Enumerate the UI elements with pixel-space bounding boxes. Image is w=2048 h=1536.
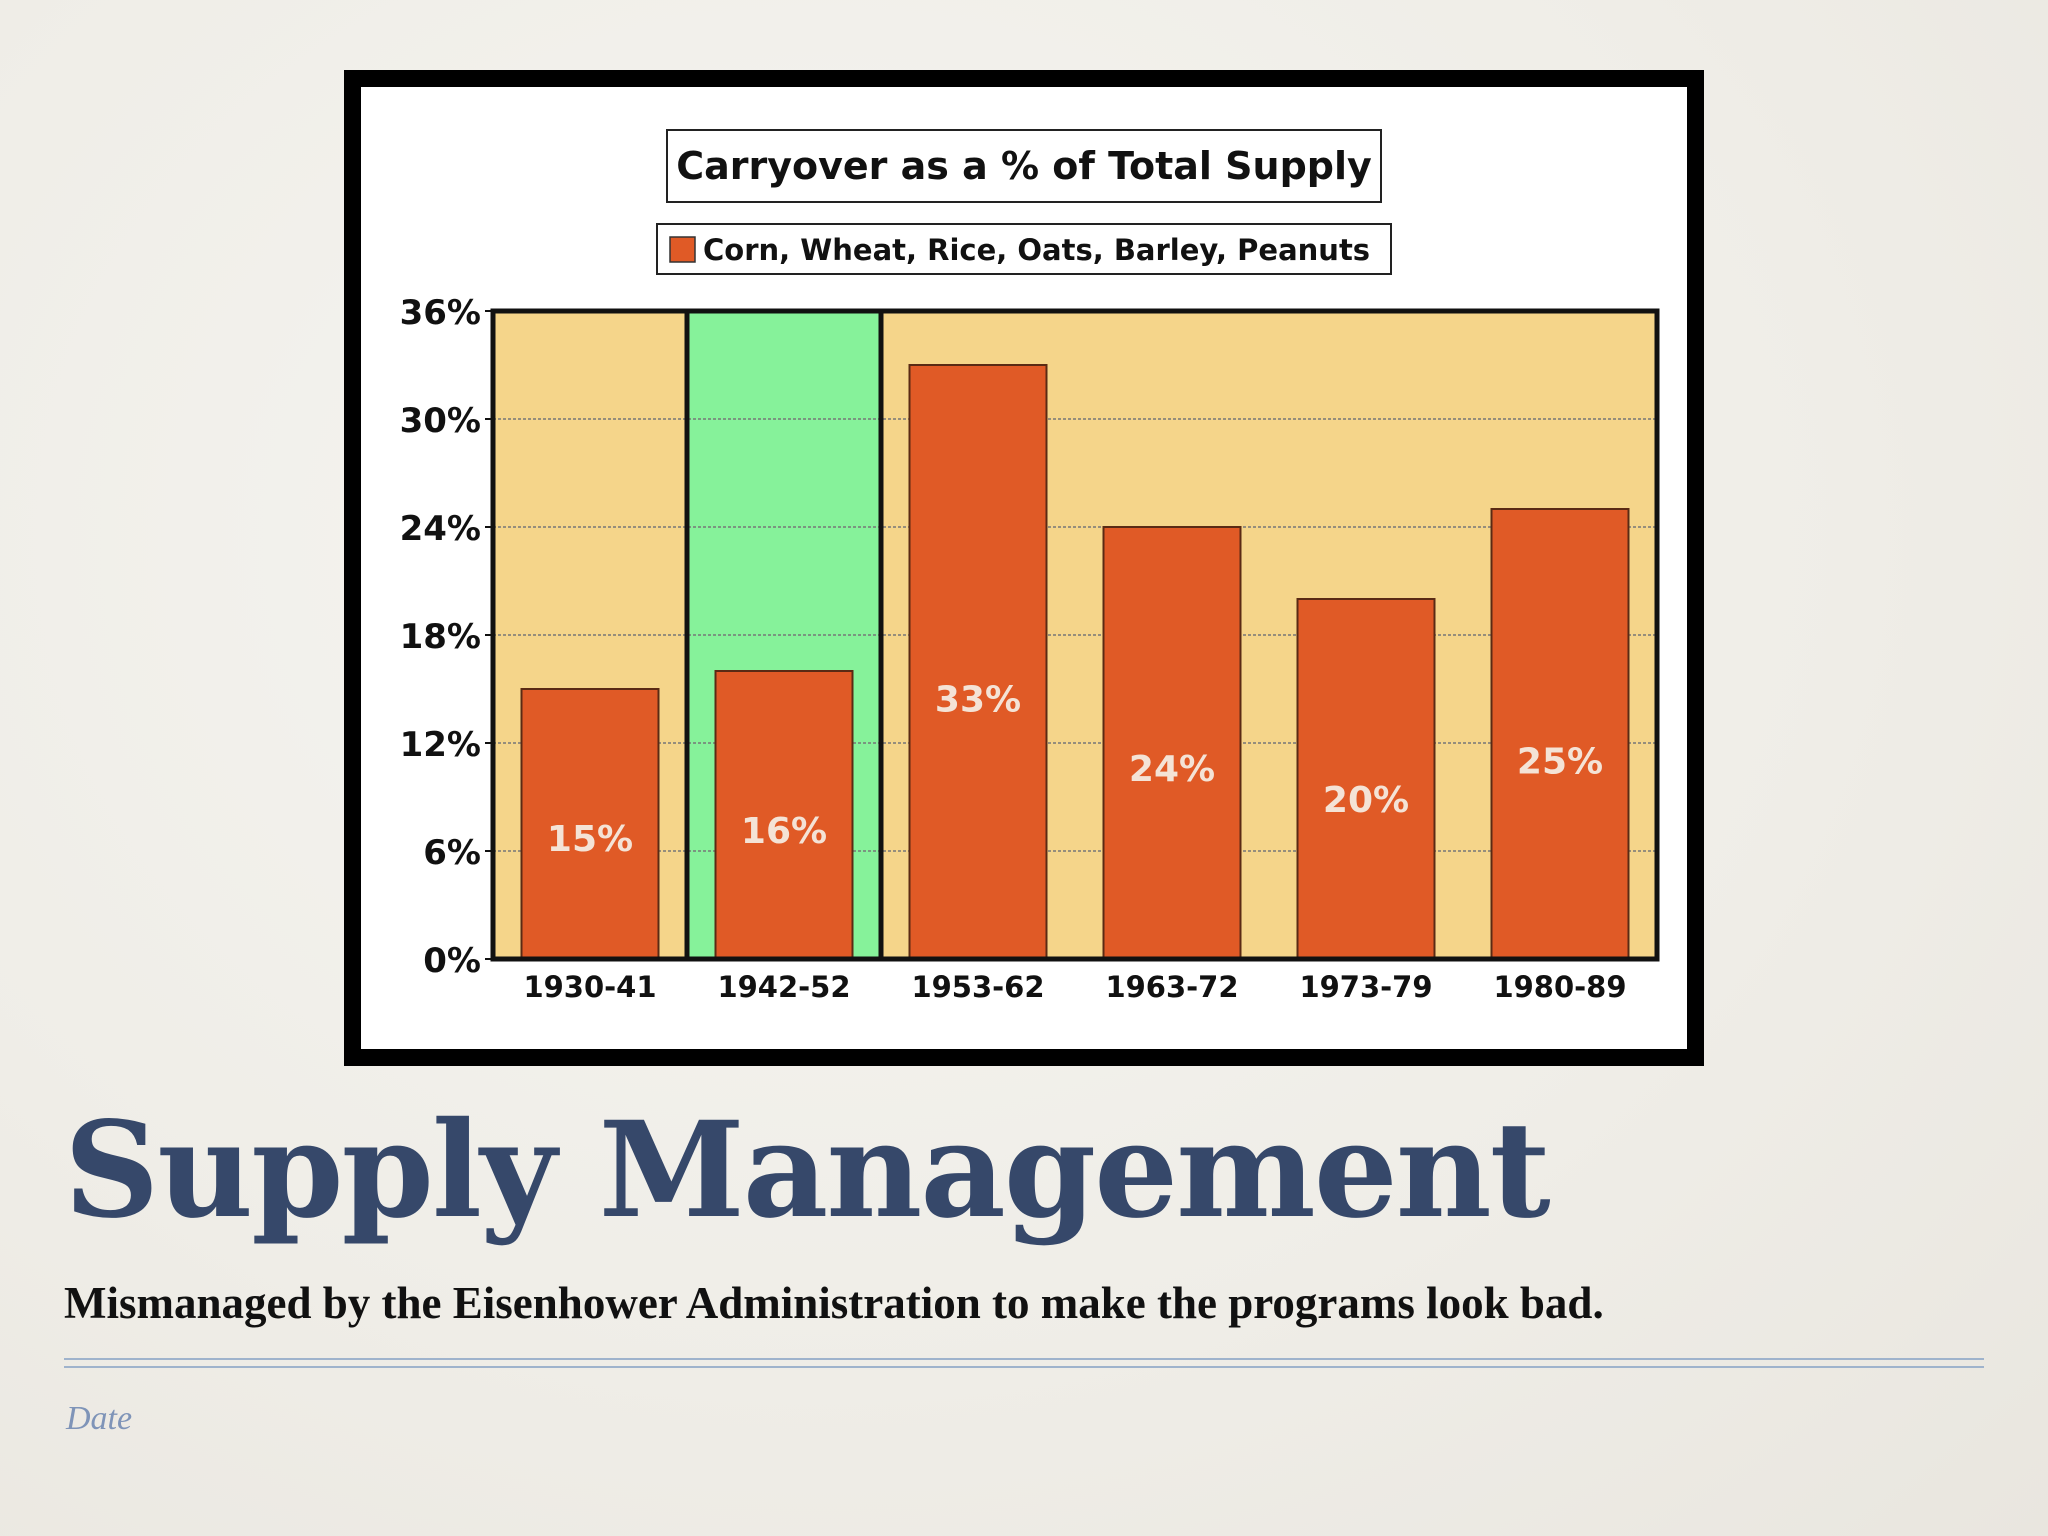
chart-title-box [666, 129, 1382, 203]
date-placeholder: Date [66, 1400, 133, 1437]
bar [1490, 508, 1630, 960]
chart-title: Carryover as a % of Total Supply [676, 144, 1372, 188]
y-tick-label: 30% [400, 401, 481, 441]
slide-title: Supply Management [64, 1093, 1551, 1248]
bar [1296, 598, 1436, 960]
chart-frame: Carryover as a % of Total Supply Corn, W… [344, 70, 1704, 1066]
plot-area: 0% 6% 12% 18% 24% 30% 36% 15% 1930-41 16% 1942-52 3… [400, 293, 1660, 1004]
divider-line [64, 1358, 1984, 1360]
x-tick-label: 1973-79 [1299, 970, 1432, 1004]
slide-subtitle: Mismanaged by the Eisenhower Administrat… [64, 1278, 1604, 1328]
legend-swatch [669, 236, 696, 263]
y-tick-label: 24% [400, 509, 481, 549]
y-tick-label: 6% [423, 833, 481, 873]
chart-panel: Carryover as a % of Total Supply Corn, W… [361, 87, 1687, 1049]
bar-chart: Carryover as a % of Total Supply Corn, W… [400, 129, 1660, 1004]
x-tick-label: 1980-89 [1493, 970, 1626, 1004]
y-tick-label: 0% [423, 941, 481, 981]
x-tick-label: 1963-72 [1105, 970, 1238, 1004]
bar-data-label: 16% [741, 811, 827, 852]
bar-data-label: 24% [1129, 749, 1215, 790]
divider-line-secondary [64, 1366, 1984, 1368]
x-tick-label: 1953-62 [911, 970, 1044, 1004]
bar-data-label: 20% [1323, 780, 1409, 821]
bar [1102, 526, 1242, 960]
y-tick-label: 36% [400, 293, 481, 333]
plot-border [490, 308, 1660, 962]
y-tick-label: 12% [400, 725, 481, 765]
legend-label: Corn, Wheat, Rice, Oats, Barley, Peanuts [703, 233, 1370, 267]
bar-data-label: 25% [1517, 742, 1603, 783]
y-tick-label: 18% [400, 617, 481, 657]
bar-data-label: 33% [935, 680, 1021, 721]
x-tick-label: 1942-52 [717, 970, 850, 1004]
bar [908, 364, 1048, 960]
bar-data-label: 15% [547, 819, 633, 860]
legend-box [656, 223, 1392, 275]
x-tick-label: 1930-41 [523, 970, 656, 1004]
bar [520, 688, 660, 960]
